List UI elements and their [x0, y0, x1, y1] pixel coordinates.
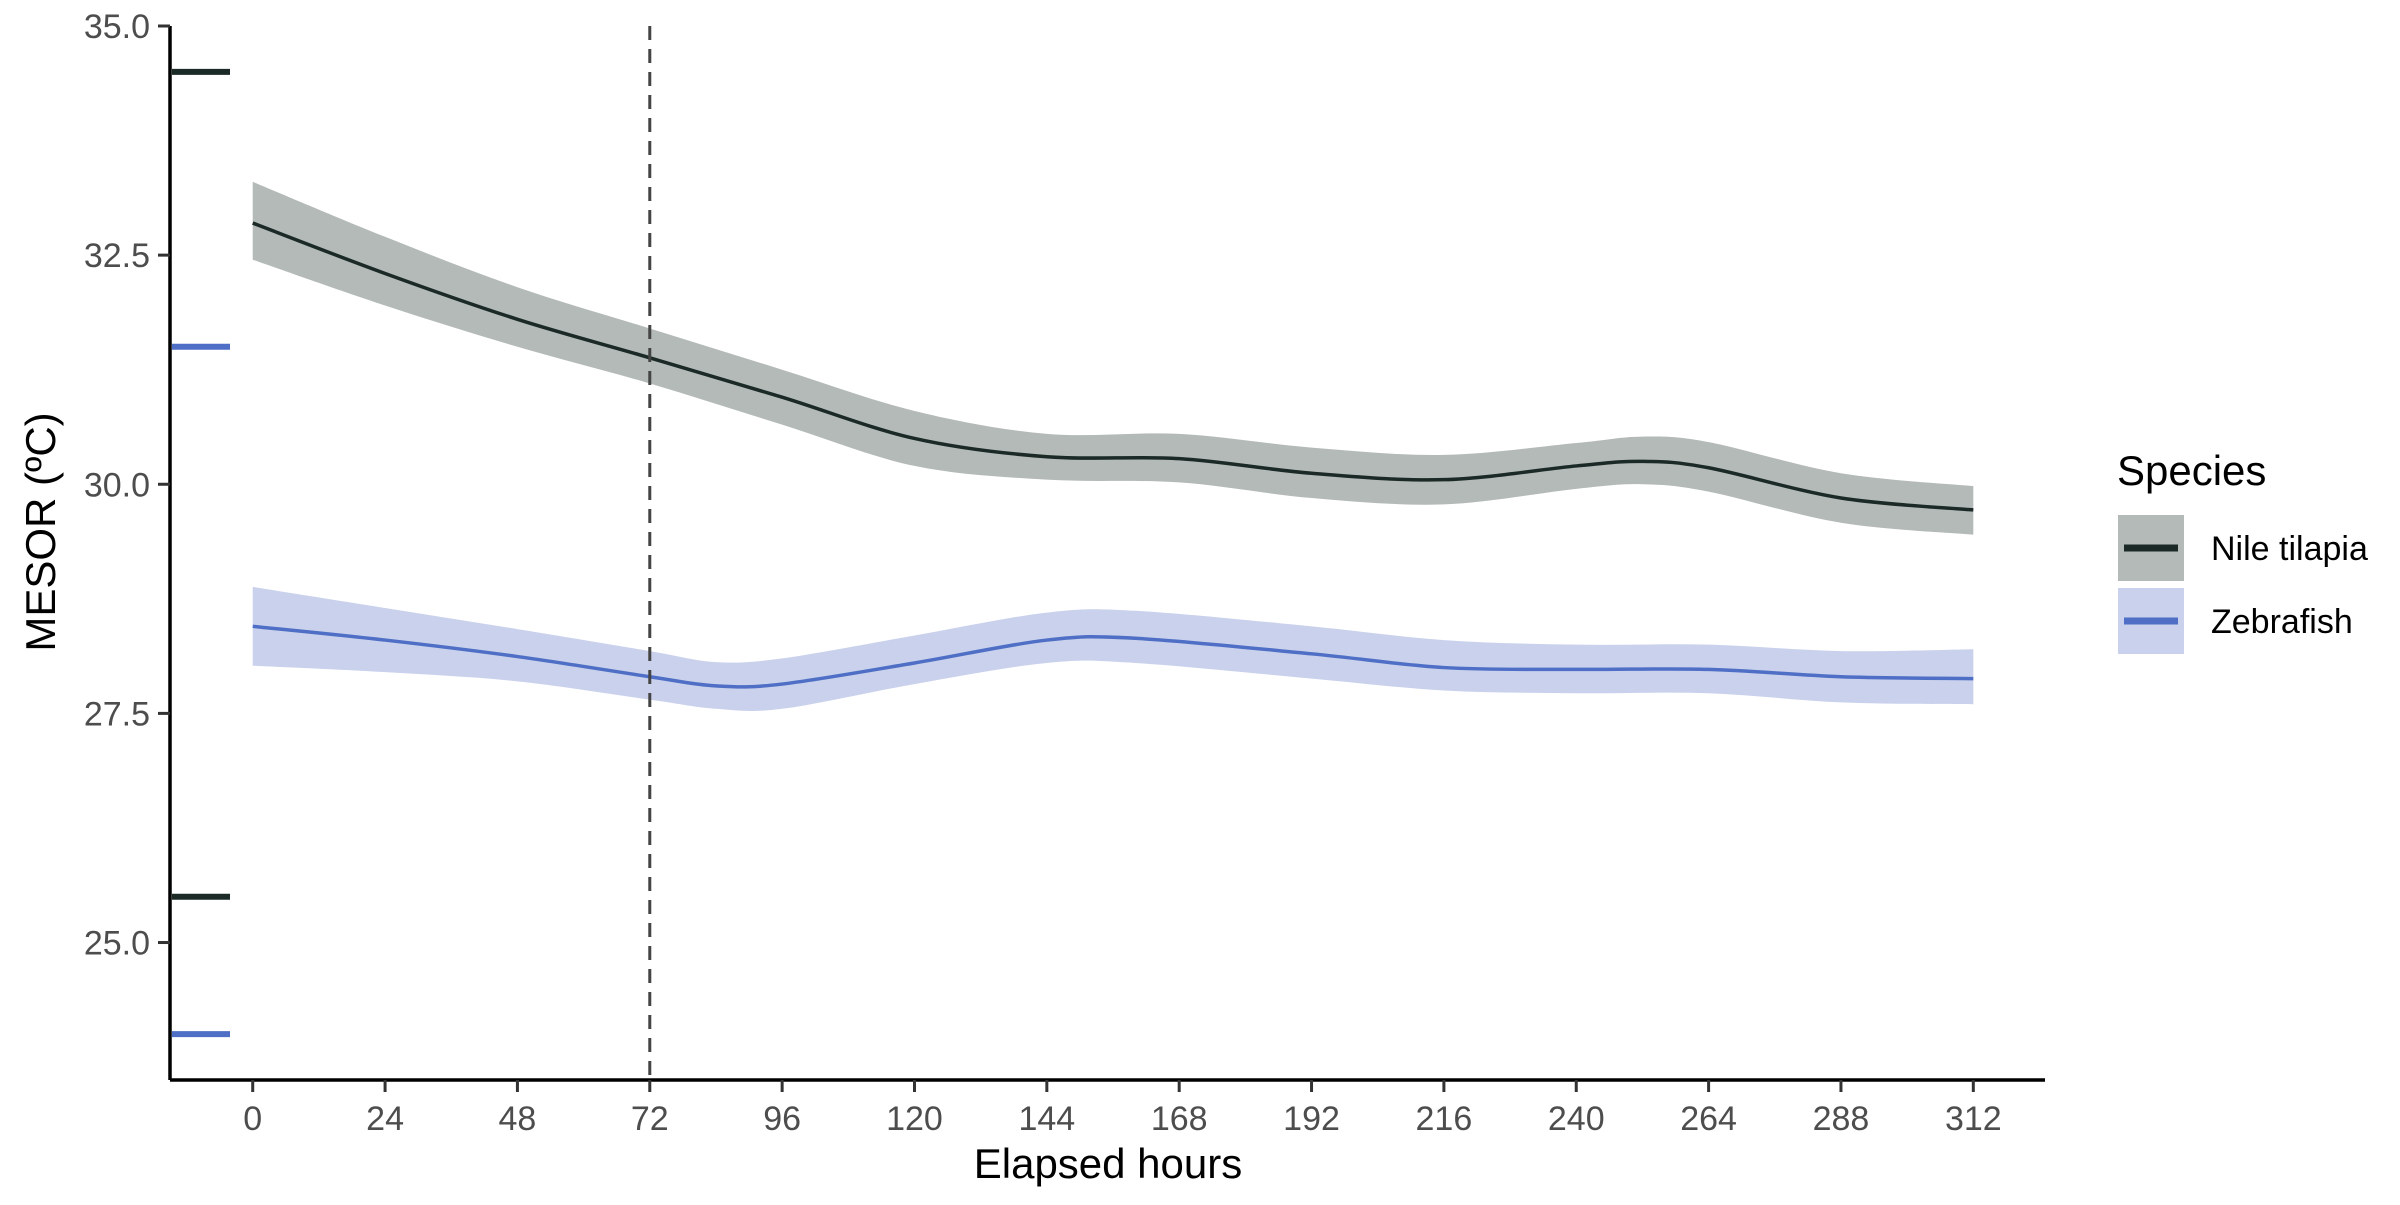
y-tick-label-2: 30.0: [84, 466, 150, 504]
x-tick-label-24: 24: [366, 1100, 404, 1138]
x-tick-label-264: 264: [1680, 1100, 1737, 1138]
y-tick-label-4: 35.0: [84, 8, 150, 46]
x-tick-label-48: 48: [499, 1100, 537, 1138]
y-tick-label-3: 32.5: [84, 237, 150, 275]
legend-label-nile-tilapia: Nile tilapia: [2211, 530, 2368, 568]
legend-title: Species: [2117, 447, 2266, 494]
x-tick-label-240: 240: [1548, 1100, 1605, 1138]
x-tick-label-0: 0: [243, 1100, 262, 1138]
zebrafish-confidence-band: [252, 586, 1974, 712]
y-axis-title: MESOR (ºC): [17, 412, 64, 651]
nile-tilapia-line: [252, 221, 1974, 512]
x-tick-label-168: 168: [1151, 1100, 1208, 1138]
x-tick-label-72: 72: [631, 1100, 669, 1138]
x-axis-title: Elapsed hours: [974, 1140, 1243, 1187]
y-tick-label-1: 27.5: [84, 695, 150, 733]
x-tick-label-120: 120: [886, 1100, 943, 1138]
x-tick-label-192: 192: [1283, 1100, 1340, 1138]
x-tick-label-96: 96: [763, 1100, 801, 1138]
legend: Species Nile tilapia Zebrafish: [2117, 447, 2368, 654]
y-tick-label-0: 25.0: [84, 925, 150, 963]
zebrafish-line: [252, 624, 1974, 689]
x-tick-label-288: 288: [1813, 1100, 1870, 1138]
x-tick-label-312: 312: [1945, 1100, 2002, 1138]
nile-tilapia-confidence-band: [252, 181, 1974, 535]
x-tick-label-144: 144: [1018, 1100, 1075, 1138]
plot-area: [172, 26, 1974, 1080]
x-tick-label-216: 216: [1416, 1100, 1473, 1138]
axes: 0 24 48 72 96 120 144 168 192 216 240 264 288 312 25.0…: [84, 8, 2045, 1138]
legend-label-zebrafish: Zebrafish: [2211, 603, 2353, 641]
